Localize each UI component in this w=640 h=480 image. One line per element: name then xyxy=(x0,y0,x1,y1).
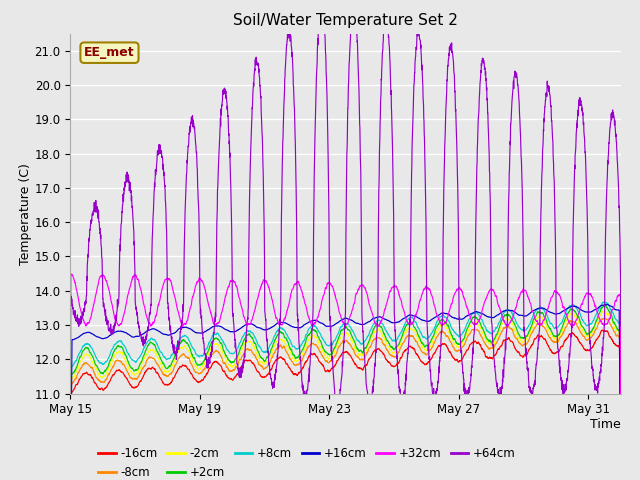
+32cm xyxy=(232,283,240,289)
+2cm xyxy=(109,349,117,355)
Line: +32cm: +32cm xyxy=(70,274,621,480)
+64cm xyxy=(67,293,74,299)
+16cm xyxy=(186,325,193,331)
+64cm xyxy=(186,131,193,136)
+64cm xyxy=(178,321,186,326)
+8cm xyxy=(500,310,508,315)
Line: +2cm: +2cm xyxy=(70,305,621,480)
Y-axis label: Temperature (C): Temperature (C) xyxy=(19,163,32,264)
-2cm xyxy=(369,334,377,339)
-2cm xyxy=(232,360,239,365)
-2cm xyxy=(601,307,609,313)
+32cm xyxy=(110,311,118,316)
+16cm xyxy=(178,325,186,331)
+8cm xyxy=(600,299,607,305)
+2cm xyxy=(232,356,239,361)
+16cm xyxy=(232,328,239,334)
-2cm xyxy=(500,319,508,325)
+32cm xyxy=(369,314,377,320)
Line: +8cm: +8cm xyxy=(70,302,621,480)
+32cm xyxy=(179,323,186,328)
Line: +64cm: +64cm xyxy=(70,0,621,407)
Text: EE_met: EE_met xyxy=(84,46,135,59)
+32cm xyxy=(186,309,193,314)
+64cm xyxy=(500,360,508,366)
+2cm xyxy=(602,302,609,308)
-2cm xyxy=(178,345,186,351)
Line: +16cm: +16cm xyxy=(70,304,621,480)
-2cm xyxy=(109,355,117,361)
-2cm xyxy=(186,349,193,355)
-8cm xyxy=(500,325,508,331)
+32cm xyxy=(67,470,74,476)
-8cm xyxy=(178,352,186,358)
-16cm xyxy=(178,363,186,369)
-8cm xyxy=(369,338,377,344)
+32cm xyxy=(68,271,76,277)
X-axis label: Time: Time xyxy=(590,418,621,431)
+16cm xyxy=(109,330,117,336)
+64cm xyxy=(369,377,377,383)
-16cm xyxy=(232,374,239,380)
+2cm xyxy=(178,337,186,343)
-8cm xyxy=(186,355,193,361)
Line: -2cm: -2cm xyxy=(70,310,621,480)
+64cm xyxy=(232,344,239,349)
+8cm xyxy=(369,323,377,328)
+64cm xyxy=(333,404,340,410)
-16cm xyxy=(599,327,607,333)
+16cm xyxy=(500,308,508,314)
+64cm xyxy=(109,325,117,331)
-8cm xyxy=(109,363,117,369)
Line: -8cm: -8cm xyxy=(70,318,621,480)
-16cm xyxy=(186,367,193,372)
-8cm xyxy=(600,315,608,321)
+2cm xyxy=(369,328,377,334)
+32cm xyxy=(500,319,508,324)
Legend: -16cm, -8cm, -2cm, +2cm, +8cm, +16cm, +32cm, +64cm: -16cm, -8cm, -2cm, +2cm, +8cm, +16cm, +3… xyxy=(93,443,520,480)
-16cm xyxy=(369,350,377,356)
+8cm xyxy=(178,334,186,340)
+8cm xyxy=(186,337,193,343)
+8cm xyxy=(232,348,239,354)
+64cm xyxy=(617,323,625,328)
+16cm xyxy=(369,316,377,322)
Line: -16cm: -16cm xyxy=(70,330,621,480)
-16cm xyxy=(500,337,508,343)
+2cm xyxy=(186,344,193,349)
-8cm xyxy=(232,364,239,370)
-16cm xyxy=(109,372,117,377)
+16cm xyxy=(603,301,611,307)
Title: Soil/Water Temperature Set 2: Soil/Water Temperature Set 2 xyxy=(233,13,458,28)
+2cm xyxy=(500,313,508,319)
+8cm xyxy=(109,344,117,349)
